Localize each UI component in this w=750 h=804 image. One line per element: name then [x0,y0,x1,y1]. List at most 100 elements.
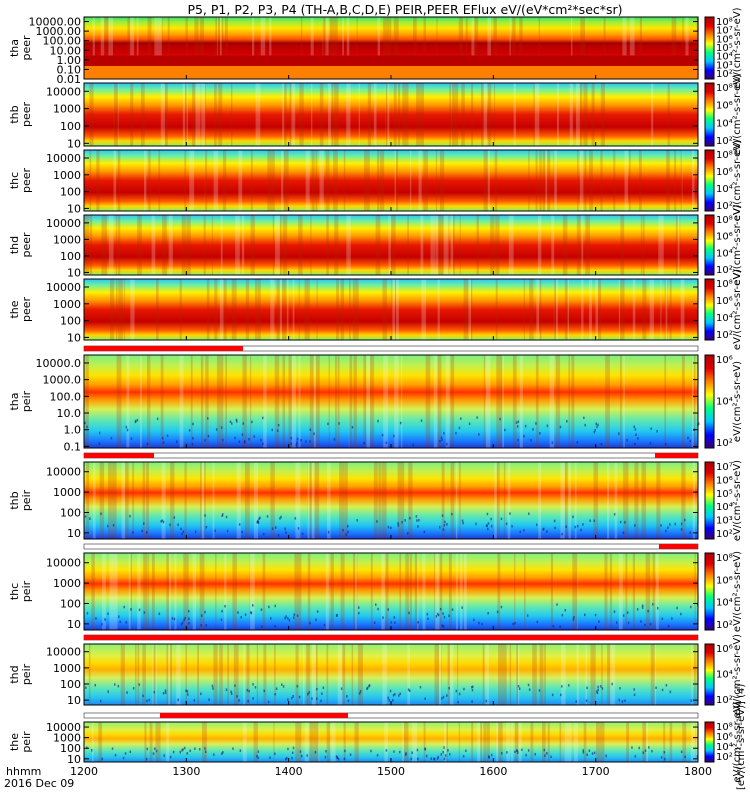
texture-stripe [221,279,227,340]
texture-stripe [574,553,579,630]
y-tick-label: 0.10 [57,63,82,76]
date-label: 2016 Dec 09 [4,777,74,790]
noise-dot [637,437,639,440]
noise-dot [230,690,232,693]
noise-dot [440,753,442,756]
noise-dot [439,440,441,443]
texture-stripe [264,355,267,448]
noise-dot [490,517,492,521]
noise-dot [207,417,209,420]
noise-dot [638,746,640,750]
noise-dot [143,522,145,525]
texture-stripe [414,553,418,630]
texture-stripe [346,17,350,79]
noise-dot [252,683,254,686]
noise-dot [275,687,278,690]
noise-dot [436,757,439,760]
texture-stripe [600,722,605,762]
texture-stripe [233,644,239,705]
texture-stripe [677,215,680,275]
noise-dot [407,688,410,691]
texture-stripe [216,355,220,448]
colorbar-tick-label: 10² [716,69,733,80]
texture-stripe [607,644,612,705]
colorbar-tick-label: 10⁶ [716,475,733,486]
texture-stripe [385,83,390,146]
texture-stripe [574,462,577,539]
noise-dot [262,442,264,446]
noise-dot [173,617,176,621]
noise-dot [439,525,441,529]
texture-stripe [184,150,187,211]
texture-stripe [629,150,631,211]
texture-stripe [224,553,227,630]
texture-stripe [117,150,121,211]
y-tick-label: 10000 [46,217,81,230]
x-tick-label: 1300 [172,765,200,778]
texture-stripe [553,150,558,211]
texture-stripe [494,462,498,539]
texture-stripe [123,462,129,539]
noise-dot [199,748,201,751]
texture-stripe [85,355,89,448]
noise-dot [442,625,445,628]
noise-dot [640,620,642,623]
texture-stripe [257,279,261,340]
noise-dot [596,425,598,429]
texture-stripe [403,83,408,146]
noise-dot [259,516,261,520]
noise-dot [521,748,523,751]
texture-stripe [169,215,174,275]
texture-stripe [348,355,351,448]
noise-dot [235,418,238,422]
noise-dot [418,518,420,522]
texture-stripe [113,83,118,146]
texture-stripe [238,150,243,211]
noise-dot [162,520,165,524]
noise-dot [650,427,652,430]
noise-dot [107,524,109,528]
texture-stripe [217,17,220,79]
noise-dot [404,519,406,522]
noise-dot [290,442,292,445]
noise-dot [282,685,285,688]
spectrogram-tha-peir [84,355,698,448]
noise-dot [141,529,143,533]
texture-stripe [539,644,544,705]
texture-stripe [404,83,409,146]
texture-stripe [340,279,345,340]
noise-dot [130,437,133,440]
texture-stripe [370,553,373,630]
noise-dot [124,752,127,755]
noise-dot [500,605,503,609]
texture-stripe [219,355,224,448]
texture-stripe [304,279,309,340]
noise-dot [601,687,604,690]
noise-dot [399,750,401,754]
texture-stripe [314,722,320,762]
y-tick-label: 1000 [53,169,81,182]
noise-dot [582,749,584,752]
texture-stripe [284,83,287,146]
noise-dot [292,616,295,619]
texture-stripe [185,644,188,705]
texture-stripe [242,355,245,448]
texture-stripe [590,644,595,705]
texture-stripe [319,83,324,146]
texture-stripe [184,553,189,630]
texture-stripe [282,215,286,275]
x-tick-label: 1400 [275,765,303,778]
colorbar-tick-label: 10⁶ [716,167,733,178]
noise-dot [173,516,175,519]
texture-stripe [250,355,252,448]
noise-dot [247,700,249,703]
texture-stripe [227,644,229,705]
texture-stripe [329,17,331,79]
texture-stripe [269,17,272,79]
noise-dot [390,526,392,530]
noise-dot [514,750,516,754]
noise-dot [471,700,473,703]
noise-dot [437,613,440,617]
noise-dot [285,531,287,534]
spectrogram-the-peir [84,722,698,762]
